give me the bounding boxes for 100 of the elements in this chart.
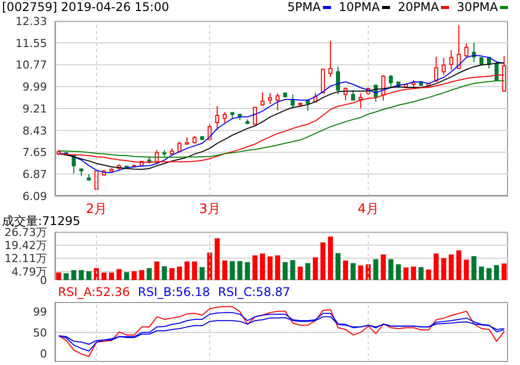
- bar: [396, 264, 401, 280]
- candlestick: [320, 68, 325, 94]
- bar: [343, 260, 348, 280]
- bar: [268, 256, 273, 280]
- candlestick: [260, 92, 265, 106]
- candlestick: [268, 92, 272, 105]
- bar: [78, 270, 84, 280]
- bar: [471, 256, 476, 280]
- bar: [441, 258, 446, 280]
- legend-label: 10PMA: [338, 0, 380, 14]
- candlestick: [276, 92, 280, 111]
- bar: [94, 268, 99, 280]
- candlestick: [215, 105, 220, 131]
- chart-title: 成交量:71295: [2, 212, 80, 228]
- bar: [192, 262, 198, 280]
- bar: [380, 254, 386, 280]
- bar: [260, 253, 266, 280]
- bar: [312, 257, 318, 280]
- candlestick: [328, 40, 332, 78]
- bar: [184, 262, 190, 280]
- bar: [139, 270, 144, 280]
- bar: [373, 259, 378, 280]
- y-tick-label: 7.65: [22, 146, 47, 160]
- candlestick: [456, 24, 461, 69]
- y-tick-label: 19.42万: [4, 239, 47, 252]
- bar: [494, 265, 500, 280]
- bar: [64, 273, 69, 280]
- bar: [86, 271, 92, 280]
- y-tick-label: 9.99: [22, 80, 47, 94]
- candlestick: [388, 74, 393, 89]
- candlestick: [464, 42, 468, 58]
- y-tick-label: 12.11万: [4, 252, 47, 266]
- bar: [434, 253, 439, 280]
- bar: [282, 262, 288, 280]
- bar: [478, 266, 484, 280]
- y-tick-label: 50: [33, 326, 47, 340]
- bar: [169, 268, 174, 280]
- bar: [101, 272, 106, 280]
- y-tick-label: 12.33: [16, 14, 47, 28]
- bar: [275, 255, 280, 280]
- bar: [154, 262, 160, 280]
- legend-label: 30PMA: [456, 0, 498, 14]
- bar: [207, 252, 212, 280]
- candlestick: [344, 86, 348, 101]
- candlestick: [351, 89, 356, 101]
- text: RSI_A:52.36: [58, 285, 130, 299]
- bar: [116, 269, 122, 280]
- candlestick: [358, 92, 363, 109]
- y-tick-label: 6.09: [22, 190, 47, 203]
- bar: [448, 254, 454, 280]
- bar: [252, 255, 258, 280]
- bar: [56, 272, 62, 280]
- bar: [502, 264, 507, 280]
- bar: [176, 266, 182, 280]
- bar: [214, 238, 220, 280]
- bar: [320, 242, 326, 280]
- candlestick: [252, 106, 257, 126]
- y-tick-label: 11.55: [16, 36, 47, 50]
- bar: [230, 261, 235, 280]
- bar: [162, 266, 167, 280]
- bar: [464, 260, 469, 280]
- x-tick-label: 4月: [358, 202, 379, 218]
- bar: [426, 269, 432, 280]
- bar: [71, 270, 76, 280]
- x-tick-label: 2月: [86, 202, 108, 218]
- y-tick-label: 26.73万: [4, 226, 47, 239]
- bar: [244, 262, 250, 280]
- bar: [200, 267, 205, 280]
- bar: [388, 259, 394, 280]
- candlestick: [222, 111, 227, 124]
- bar: [305, 263, 310, 280]
- bar: [336, 253, 341, 280]
- y-tick-label: 0: [40, 347, 47, 360]
- bar: [328, 236, 333, 280]
- y-tick-label: 10.77: [16, 58, 47, 72]
- bar: [222, 260, 228, 280]
- x-tick-label: 3月: [199, 202, 220, 218]
- bar: [456, 250, 462, 280]
- candlestick: [449, 50, 454, 71]
- legend-label: 5PMA: [287, 0, 321, 14]
- bar: [350, 263, 356, 280]
- candlestick: [336, 66, 340, 95]
- bar: [298, 266, 303, 280]
- bar: [403, 267, 408, 280]
- bar: [237, 261, 242, 280]
- series-label: RSI_C:58.87: [218, 285, 290, 299]
- y-tick-label: 8.43: [22, 124, 47, 138]
- y-tick-label: 9.21: [22, 102, 47, 116]
- line-series: [58, 312, 505, 352]
- series-label: RSI_B:56.18: [138, 285, 210, 299]
- bar: [418, 267, 424, 280]
- candlestick: [442, 57, 446, 76]
- bar: [486, 268, 492, 280]
- bar: [124, 272, 130, 280]
- bar: [132, 271, 137, 280]
- bar: [358, 265, 364, 280]
- bar: [411, 266, 416, 280]
- y-tick-label: 99: [33, 306, 47, 319]
- line-series: [58, 316, 505, 345]
- bar: [146, 268, 152, 280]
